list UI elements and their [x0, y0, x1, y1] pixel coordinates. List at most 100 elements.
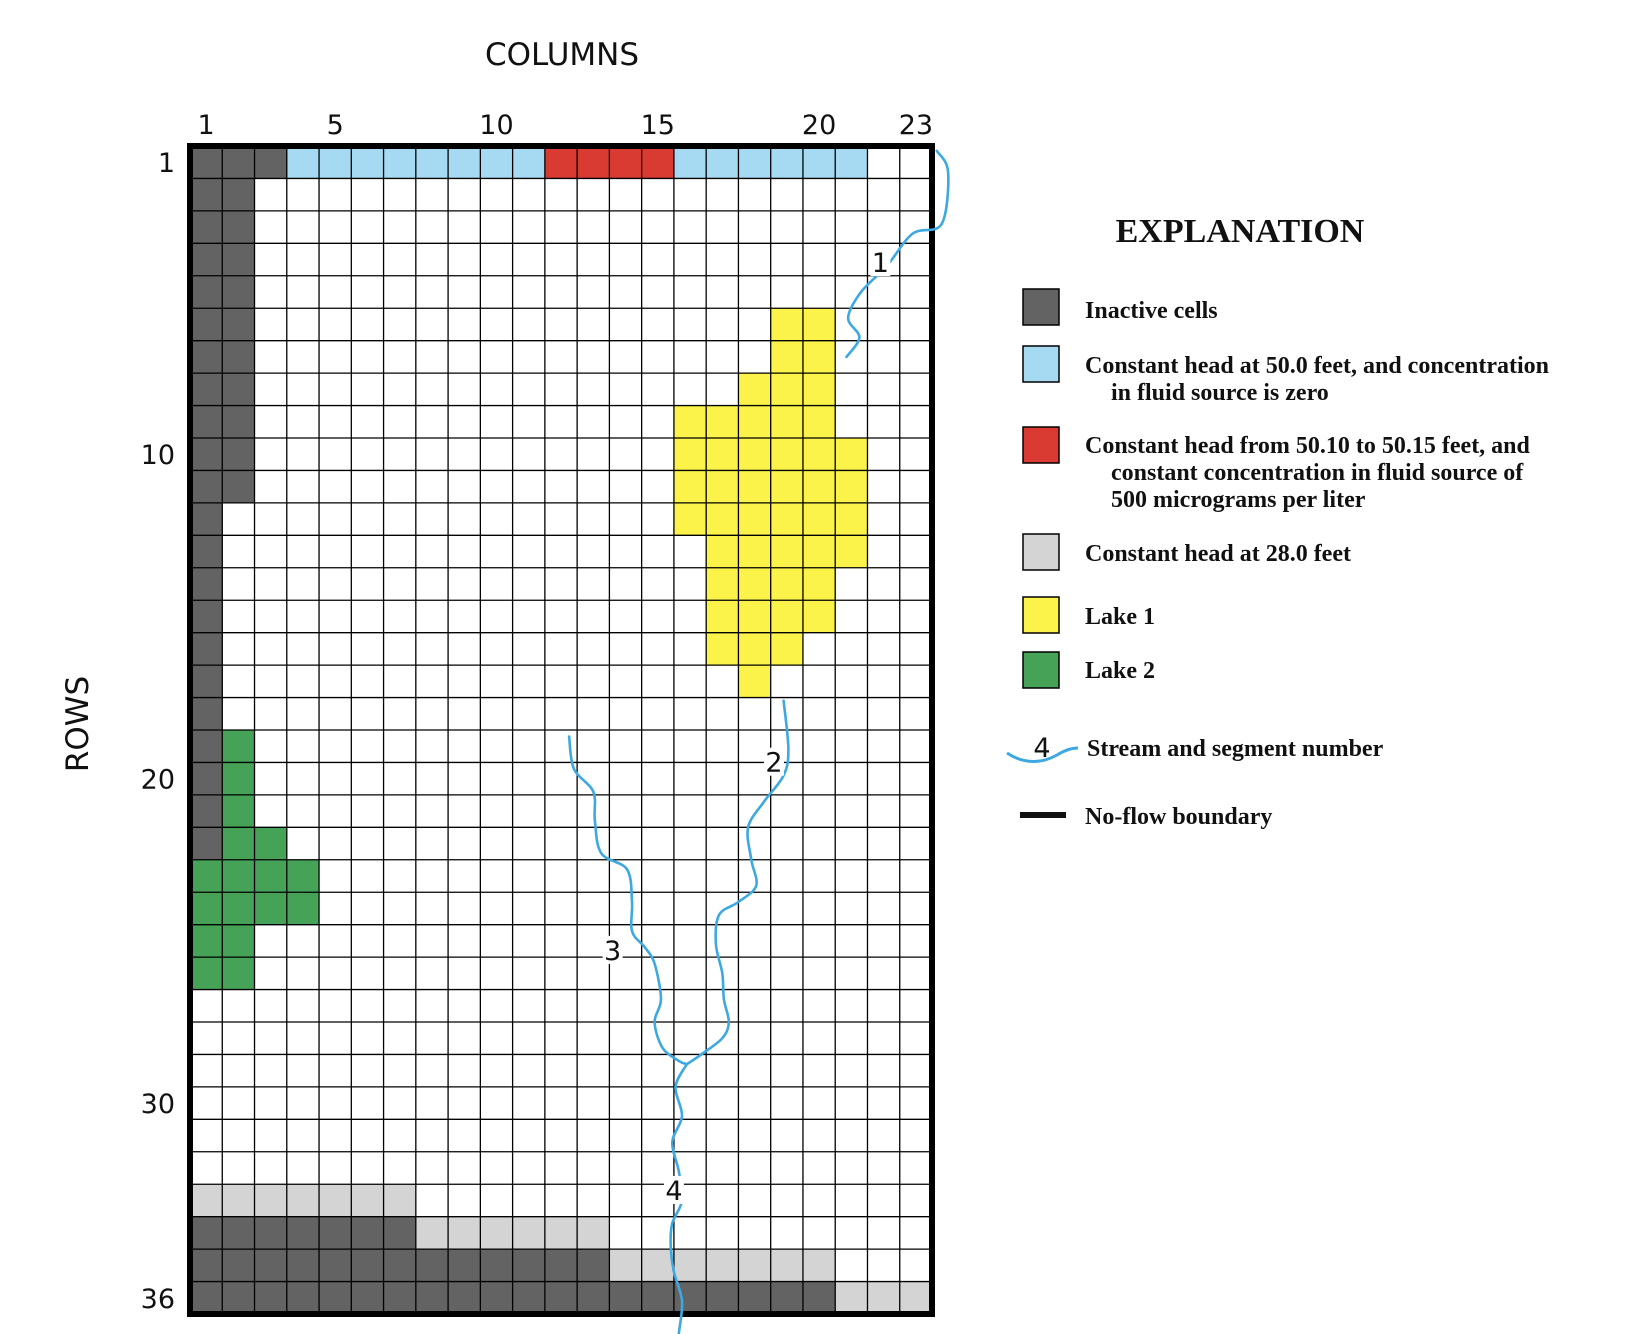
cell-const-head-conc: [641, 146, 675, 179]
cell-lake1: [770, 373, 804, 406]
column-tick-label: 15: [641, 110, 675, 141]
cell-inactive: [351, 1249, 384, 1282]
cell-inactive: [222, 178, 255, 212]
cell-lake1: [835, 535, 868, 569]
legend-label-inactive: Inactive cells: [1085, 298, 1218, 324]
legend-item-stream: 4 Stream and segment number: [1006, 733, 1384, 764]
cell-lake1: [706, 502, 739, 536]
cell-lake1: [802, 405, 836, 439]
cell-inactive: [190, 405, 223, 439]
cell-lake1: [738, 600, 772, 634]
cell-lake2: [190, 859, 223, 893]
legend-stream-number: 4: [1033, 733, 1050, 764]
column-tick-label: 23: [899, 110, 933, 141]
cell-inactive: [222, 1281, 255, 1315]
legend-label-constant-head-concentration-line3: 500 micrograms per liter: [1111, 487, 1366, 513]
legend-item-lake-2: Lake 2: [1022, 651, 1155, 689]
cell-lake2: [190, 924, 223, 958]
stream-segment-label: 4: [665, 1176, 682, 1207]
legend-label-constant-head-concentration-line1: Constant head from 50.10 to 50.15 feet, …: [1085, 433, 1531, 459]
cell-inactive: [415, 1281, 449, 1315]
row-tick-label: 10: [141, 440, 175, 471]
cell-lake1: [802, 502, 836, 536]
cell-const-head-28: [835, 1281, 868, 1315]
cell-const-head-28: [448, 1216, 481, 1250]
svg-text:Stream and segment number: Stream and segment number: [1087, 736, 1384, 762]
cell-lake2: [190, 957, 223, 990]
svg-text:Constant head at 28.0 feet: Constant head at 28.0 feet: [1085, 541, 1351, 567]
cell-const-head-50: [480, 146, 514, 179]
column-tick-label: 20: [802, 110, 836, 141]
cell-lake1: [706, 567, 739, 601]
svg-text:Constant head at 50.0 feet, an: Constant head at 50.0 feet, and concentr…: [1085, 353, 1555, 406]
cell-const-head-50: [351, 146, 384, 179]
cell-lake2: [286, 859, 320, 893]
cell-lake1: [706, 405, 739, 439]
cell-inactive: [577, 1281, 610, 1315]
cell-const-head-conc: [544, 146, 578, 179]
cell-inactive: [190, 697, 223, 731]
no-flow-boundary: [187, 143, 935, 1317]
cell-const-head-28: [577, 1216, 610, 1250]
stream-label-background: [602, 935, 623, 964]
streams: 1 2 3 4: [567, 149, 950, 1334]
cell-lake2: [222, 794, 255, 828]
rows-label: ROWS: [60, 676, 96, 772]
legend-swatch-constant-head-concentration: [1022, 426, 1060, 464]
legend: EXPLANATION Inactive cells Constant head…: [1006, 213, 1555, 830]
cell-inactive: [286, 1216, 320, 1250]
svg-text:No-flow boundary: No-flow boundary: [1085, 804, 1272, 830]
cell-const-head-28: [641, 1249, 675, 1282]
cell-inactive: [190, 146, 223, 179]
grid-cells: [190, 146, 933, 1315]
cell-inactive: [448, 1281, 481, 1315]
cell-lake1: [835, 470, 868, 504]
cell-inactive: [448, 1249, 481, 1282]
cell-lake1: [738, 567, 772, 601]
cell-const-head-28: [609, 1249, 643, 1282]
cell-lake1: [770, 535, 804, 569]
cell-lake1: [673, 502, 707, 536]
cell-const-head-28: [383, 1184, 417, 1218]
cell-lake1: [770, 470, 804, 504]
cell-lake1: [706, 535, 739, 569]
cell-const-head-50: [802, 146, 836, 179]
cell-inactive: [544, 1249, 578, 1282]
cell-inactive: [319, 1249, 352, 1282]
stream-segment-3: [567, 735, 689, 1066]
cell-inactive: [190, 827, 223, 861]
cell-const-head-50: [770, 146, 804, 179]
cell-inactive: [544, 1281, 578, 1315]
legend-label-lake-2: Lake 2: [1085, 658, 1155, 684]
cell-inactive: [480, 1281, 514, 1315]
cell-const-head-28: [254, 1184, 288, 1218]
cell-lake1: [802, 373, 836, 406]
cell-inactive: [802, 1281, 836, 1315]
cell-inactive: [222, 340, 255, 374]
cell-lake1: [802, 567, 836, 601]
cell-inactive: [512, 1249, 546, 1282]
cell-lake1: [835, 502, 868, 536]
row-tick-labels: 1 10 20 30 36: [141, 148, 175, 1315]
cell-inactive: [222, 243, 255, 277]
cell-inactive: [512, 1281, 546, 1315]
cell-inactive: [190, 762, 223, 796]
legend-label-lake-1: Lake 1: [1085, 604, 1155, 630]
cell-lake1: [770, 308, 804, 342]
columns-label: COLUMNS: [485, 37, 639, 73]
svg-text:Lake 2: Lake 2: [1085, 658, 1155, 684]
cell-lake1: [802, 470, 836, 504]
cell-const-head-28: [673, 1249, 707, 1282]
cell-lake1: [706, 632, 739, 666]
cell-inactive: [190, 1281, 223, 1315]
cell-const-head-28: [899, 1281, 933, 1315]
cell-inactive: [190, 438, 223, 471]
cell-const-head-28: [512, 1216, 546, 1250]
column-tick-label: 1: [198, 110, 215, 141]
cell-lake1: [738, 373, 772, 406]
cell-lake1: [738, 470, 772, 504]
cell-lake2: [190, 892, 223, 926]
cell-inactive: [351, 1281, 384, 1315]
legend-stream-line: [1006, 746, 1079, 763]
